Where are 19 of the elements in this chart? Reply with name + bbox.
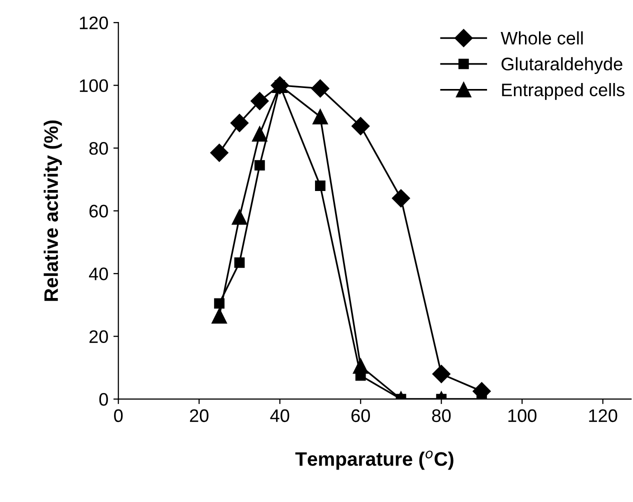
x-tick-label: 120 bbox=[589, 409, 618, 422]
y-tick-label: 100 bbox=[80, 79, 108, 92]
x-tick-label: 60 bbox=[351, 409, 370, 422]
y-axis-title: Relative activity (%) bbox=[44, 120, 62, 301]
y-tick-label: 0 bbox=[99, 393, 108, 406]
y-tick-label: 60 bbox=[89, 204, 108, 218]
y-tick-label: 120 bbox=[80, 16, 108, 30]
legend-label: Whole cell bbox=[500, 31, 583, 45]
y-tick-label: 20 bbox=[89, 330, 108, 344]
x-tick-label: 20 bbox=[190, 409, 208, 422]
y-tick-label: 40 bbox=[88, 268, 108, 280]
x-axis-title: Temparature ($^{o}$C) bbox=[295, 450, 454, 470]
legend-label: Glutaraldehyde bbox=[502, 57, 622, 74]
x-tick-label: 80 bbox=[432, 409, 451, 422]
legend-label: Entrapped cells bbox=[502, 83, 624, 100]
x-tick-label: 100 bbox=[508, 409, 536, 422]
x-tick-label: 0 bbox=[114, 409, 123, 422]
x-tick-label: 40 bbox=[270, 409, 290, 422]
y-tick-label: 80 bbox=[89, 142, 108, 155]
